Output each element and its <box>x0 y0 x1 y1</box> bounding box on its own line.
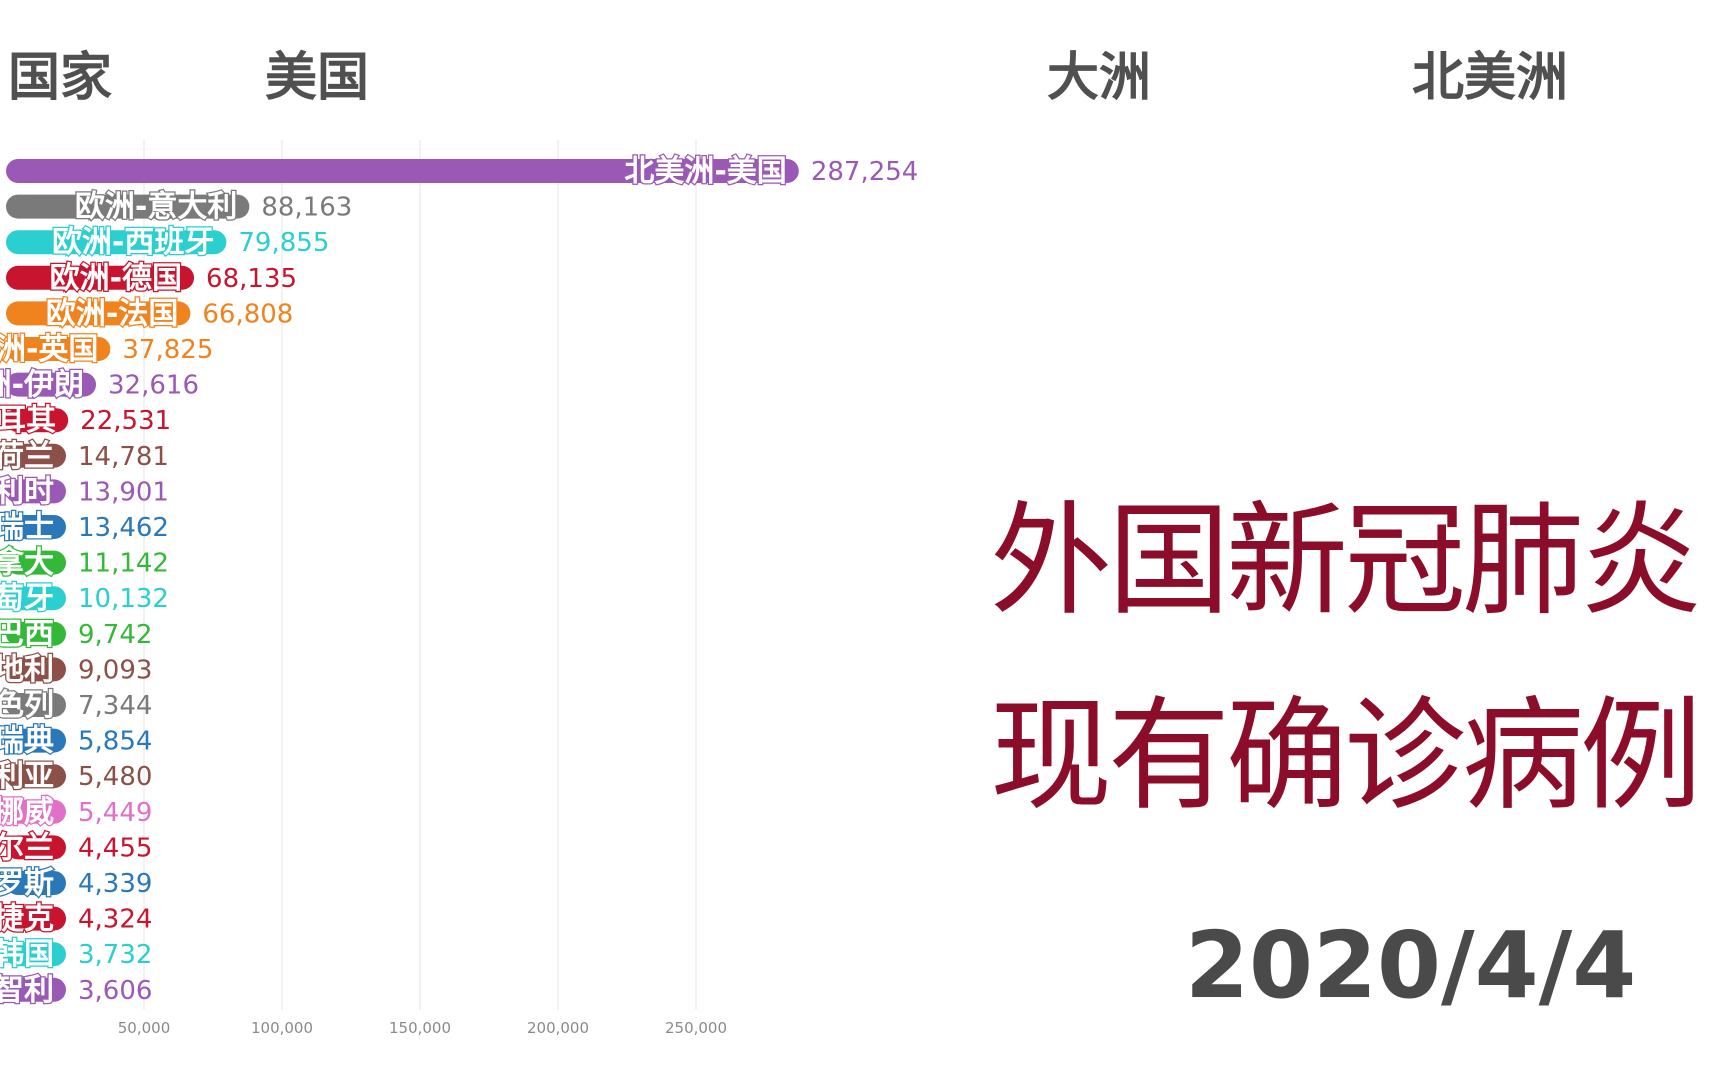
bar-category-label: 欧洲-德国 <box>50 261 182 296</box>
bar-value-label: 13,901 <box>78 477 169 507</box>
x-tick-label: 200,000 <box>527 1019 589 1037</box>
bar-category-label: 亚洲-以色列 <box>0 688 54 723</box>
bar-value-label: 3,732 <box>78 940 152 970</box>
x-tick-label: 250,000 <box>665 1019 727 1037</box>
bar-category-label: 欧洲-瑞士 <box>0 510 54 545</box>
bar-value-label: 79,855 <box>238 228 329 258</box>
bar <box>6 515 66 539</box>
chart-title-line-1: 外国新冠肺炎 <box>990 490 1702 632</box>
bar-category-label: 亚洲-伊朗 <box>0 368 84 403</box>
x-tick-label: 50,000 <box>118 1019 171 1037</box>
bar-value-label: 5,854 <box>78 727 152 757</box>
bar <box>6 799 66 824</box>
bar-category-label: 欧洲-意大利 <box>75 190 237 225</box>
continent-header-value: 北美洲 <box>1412 48 1569 108</box>
bar-value-label: 68,135 <box>206 264 297 294</box>
bar <box>6 728 66 753</box>
bar-value-label: 88,163 <box>261 193 352 223</box>
bar-category-label: 北美洲-美国 <box>624 154 786 189</box>
bar <box>6 942 66 967</box>
bar <box>6 337 111 361</box>
bar <box>6 586 66 611</box>
bar-value-label: 66,808 <box>202 299 293 329</box>
bar-category-label: 欧洲-比利时 <box>0 474 54 509</box>
bar-value-label: 22,531 <box>80 406 171 436</box>
bar <box>6 443 66 468</box>
bar <box>6 194 250 219</box>
bar-value-label: 9,742 <box>78 620 152 650</box>
bar-category-label: 南美洲-巴西 <box>0 617 54 652</box>
bar-value-label: 11,142 <box>78 549 169 579</box>
bar-category-label: 欧洲-英国 <box>0 332 98 367</box>
bar-value-label: 5,449 <box>78 798 152 828</box>
bar-category-label: 欧洲-奥地利 <box>0 652 54 687</box>
bar <box>6 764 66 789</box>
bar-value-label: 32,616 <box>108 371 199 401</box>
bar-category-label: 欧洲-葡萄牙 <box>0 581 54 616</box>
bar-category-label: 欧洲-瑞典 <box>0 724 54 759</box>
bar-value-label: 14,781 <box>78 442 169 472</box>
bar <box>6 372 97 397</box>
x-tick-label: 150,000 <box>389 1019 451 1037</box>
bar-category-label: 亚洲-韩国 <box>0 937 54 972</box>
bar <box>6 621 66 646</box>
bar <box>6 301 191 326</box>
bar-category-label: 北美洲-加拿大 <box>0 546 54 581</box>
bar <box>6 835 66 860</box>
bar-value-label: 10,132 <box>78 584 169 614</box>
bar-category-label: 欧洲-荷兰 <box>0 439 54 474</box>
bar <box>6 265 195 290</box>
bar-value-label: 4,324 <box>78 905 152 935</box>
bar <box>6 906 66 931</box>
bar-value-label: 13,462 <box>78 513 169 543</box>
bar <box>6 550 66 575</box>
bar-category-label: 大洋洲-澳大利亚 <box>0 759 54 794</box>
bar-value-label: 3,606 <box>78 976 152 1006</box>
bar-category-label: 欧洲-法国 <box>46 296 178 331</box>
bar-value-label: 7,344 <box>78 691 152 721</box>
country-header-value: 美国 <box>265 48 370 108</box>
bar-category-label: 欧洲-俄罗斯 <box>0 866 54 901</box>
bar-value-label: 9,093 <box>78 655 152 685</box>
bar-category-label: 欧洲-挪威 <box>0 795 54 830</box>
bar-category-label: 欧洲-爱尔兰 <box>0 830 54 865</box>
bar-value-label: 287,254 <box>811 157 919 187</box>
bar-category-label: 欧洲-捷克 <box>0 902 54 937</box>
bar-value-label: 4,455 <box>78 833 152 863</box>
bar <box>6 657 66 682</box>
bar-value-label: 4,339 <box>78 869 152 899</box>
bar <box>6 479 66 504</box>
x-tick-label: 100,000 <box>251 1019 313 1037</box>
date-label: 2020/4/4 <box>1185 912 1637 1019</box>
bar-value-label: 37,825 <box>122 335 213 365</box>
bar <box>6 871 66 895</box>
bar <box>6 977 66 1002</box>
chart-title-line-2: 现有确诊病例 <box>990 685 1702 827</box>
bar <box>6 693 66 717</box>
bar-category-label: 南美洲-智利 <box>0 973 54 1008</box>
bar <box>6 230 227 255</box>
bar-value-label: 5,480 <box>78 762 152 792</box>
country-header-label: 国家 <box>8 48 113 108</box>
continent-header-label: 大洲 <box>1047 48 1152 108</box>
bar-category-label: 欧洲-西班牙 <box>52 225 214 260</box>
bar <box>6 408 69 433</box>
bar-category-label: 亚洲-土耳其 <box>0 403 56 438</box>
bar <box>6 159 799 183</box>
